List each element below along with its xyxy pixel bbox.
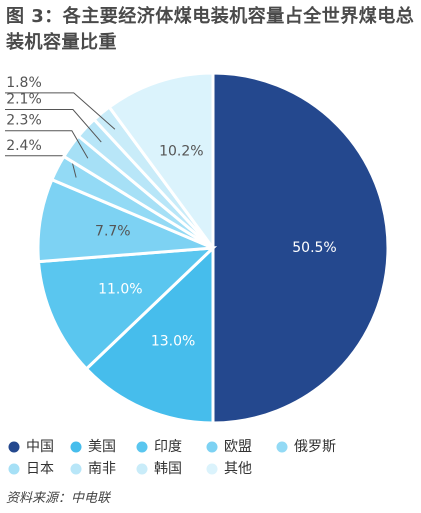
legend-label: 印度 [154, 439, 182, 455]
source-note: 资料来源：中电联 [6, 491, 111, 506]
legend-marker [136, 441, 148, 453]
pie-slice [211, 71, 390, 425]
legend-marker [70, 463, 82, 475]
legend-marker [206, 463, 218, 475]
pie-slice [107, 71, 215, 253]
legend-marker [8, 441, 20, 453]
leader-line [5, 92, 116, 130]
legend-marker [8, 463, 20, 475]
legend-label: 日本 [26, 461, 54, 477]
pie-slice [84, 244, 215, 425]
data-label: 2.4% [6, 138, 42, 154]
legend-marker [136, 463, 148, 475]
data-label: 50.5% [292, 240, 336, 256]
legend-marker [70, 441, 82, 453]
legend-label: 俄罗斯 [294, 439, 336, 455]
data-label: 13.0% [151, 333, 195, 349]
chart-title: 图 3：各主要经济体煤电装机容量占全世界煤电总装机容量比重 [6, 6, 415, 53]
leader-line [5, 130, 89, 159]
legend-label: 中国 [26, 439, 54, 455]
legend-marker [206, 441, 218, 453]
legend-label: 南非 [88, 461, 116, 477]
pie-slice [36, 246, 218, 371]
data-label: 11.0% [98, 281, 142, 297]
legend-label: 其他 [224, 461, 252, 477]
data-label: 10.2% [159, 144, 203, 160]
leader-line [5, 109, 102, 143]
legend-marker [276, 441, 288, 453]
data-label: 7.7% [95, 224, 131, 240]
data-label: 2.3% [6, 113, 42, 129]
legend-label: 韩国 [154, 461, 182, 477]
legend-label: 美国 [88, 439, 116, 455]
data-label: 1.8% [6, 75, 42, 91]
data-label: 2.1% [6, 92, 42, 108]
legend-label: 欧盟 [224, 439, 252, 455]
